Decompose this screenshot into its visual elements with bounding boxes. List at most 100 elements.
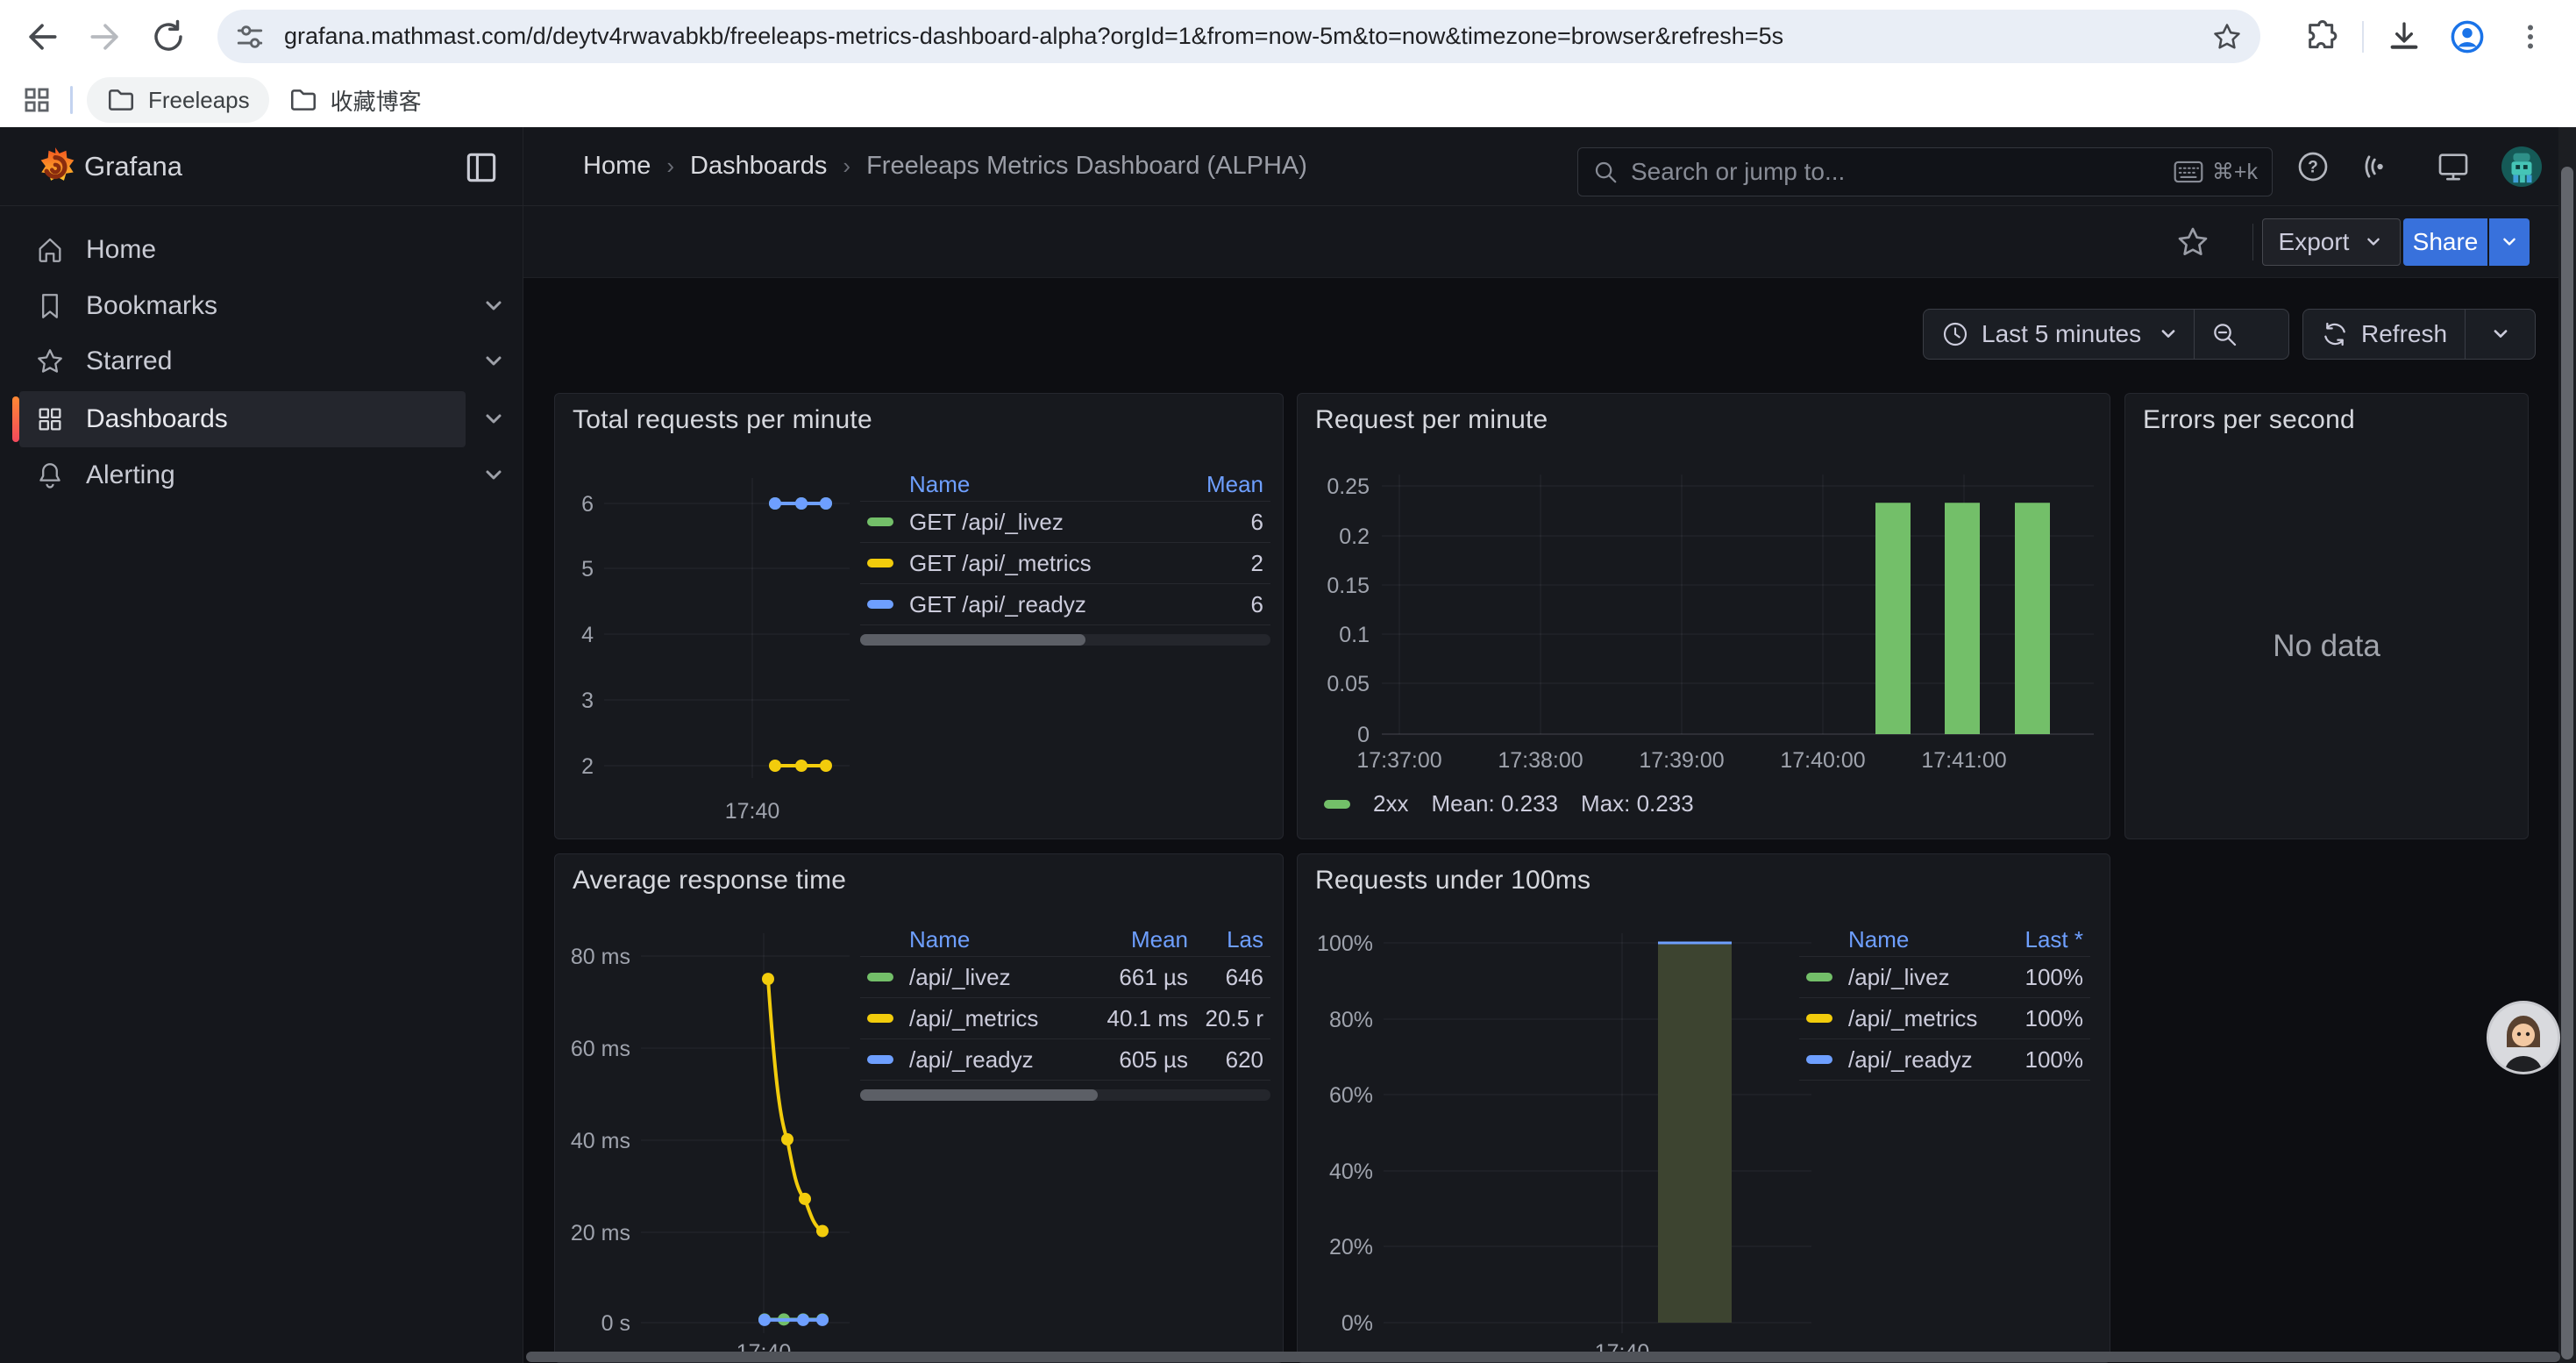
site-settings-icon[interactable] [235,22,265,52]
search-input[interactable]: Search or jump to... ⌘+k [1577,147,2273,196]
avatar-image [2501,146,2542,187]
star-icon [38,349,62,373]
sidebar-item-bookmarks[interactable]: Bookmarks [19,278,466,334]
series-name[interactable]: /api/_metrics [909,1004,1039,1031]
chevron-down-icon[interactable] [480,406,507,432]
help-button[interactable]: ? [2293,146,2333,187]
sidebar-item-dashboards[interactable]: Dashboards [12,391,466,447]
series-name[interactable]: GET /api/_livez [909,508,1064,535]
breadcrumb-home[interactable]: Home [583,152,651,180]
url-bar[interactable]: grafana.mathmast.com/d/deytv4rwavabkb/fr… [217,10,2260,63]
panel-errors-per-second[interactable]: Errors per second No data [2124,393,2529,839]
legend-table-row[interactable]: /api/_livez 100% [1799,956,2090,997]
sidebar-item-starred[interactable]: Starred [19,333,466,389]
legend-table-row[interactable]: /api/_readyz 100% [1799,1038,2090,1080]
profile-button[interactable] [2436,5,2499,68]
share-button[interactable]: Share [2403,218,2487,266]
series-name[interactable]: /api/_livez [1848,963,1950,990]
series-color-pill [867,517,893,526]
panel-request-per-minute[interactable]: Request per minute 0.25 0.2 0.15 0.1 0.05 0 17… [1297,393,2110,839]
legend-table-row[interactable]: GET /api/_metrics 2 [860,542,1270,583]
reload-button[interactable] [137,5,200,68]
panel-requests-under-100ms[interactable]: Requests under 100ms 100% 80% 60% 40% 20% 0% 1… [1297,853,2110,1363]
brand-title[interactable]: Grafana [84,151,183,182]
panel-title[interactable]: Average response time [573,866,847,895]
legend-column-mean[interactable]: Mean [1206,470,1263,497]
share-dropdown-button[interactable] [2489,218,2530,266]
panel-title[interactable]: Requests under 100ms [1315,866,1591,895]
svg-text:17:41:00: 17:41:00 [1921,748,2006,773]
legend-column-mean[interactable]: Mean [1130,925,1188,953]
bookmark-item-blogs[interactable]: 收藏博客 [269,77,441,123]
sidebar-item-home[interactable]: Home [19,222,466,278]
panel-total-requests-per-minute[interactable]: Total requests per minute 6 5 4 3 2 17:40 Nam… [554,393,1284,839]
legend-scrollbar-thumb[interactable] [860,634,1086,646]
dashboard-actions-bar: Export Share [523,206,2576,278]
legend-table-row[interactable]: /api/_metrics 100% [1799,997,2090,1038]
legend-column-las[interactable]: Las [1227,925,1263,953]
panel-average-response-time[interactable]: Average response time 80 ms 60 ms 40 ms 20 … [554,853,1284,1363]
series-name[interactable]: /api/_metrics [1848,1004,1978,1031]
floating-assistant-avatar[interactable] [2487,1001,2560,1074]
legend-table-row[interactable]: GET /api/_readyz 6 [860,583,1270,624]
legend-table-row[interactable]: /api/_livez 661 µs 646 [860,956,1270,997]
url-text[interactable]: grafana.mathmast.com/d/deytv4rwavabkb/fr… [284,23,1784,49]
svg-text:80 ms: 80 ms [571,945,630,969]
refresh-picker[interactable]: Refresh [2302,309,2536,360]
star-dashboard-icon[interactable] [2175,225,2210,260]
news-button[interactable] [2359,146,2399,187]
back-button[interactable] [11,5,74,68]
refresh-interval-dropdown[interactable] [2466,323,2535,346]
legend-column-name[interactable]: Name [909,470,971,497]
svg-text:17:39:00: 17:39:00 [1639,748,1724,773]
series-name[interactable]: /api/_readyz [1848,1045,1973,1073]
legend-scrollbar-thumb[interactable] [860,1089,1099,1101]
legend-scrollbar[interactable] [860,1089,1270,1101]
legend-table-row[interactable]: GET /api/_livez 6 [860,501,1270,542]
legend-scrollbar[interactable] [860,634,1270,646]
legend-series-name[interactable]: 2xx [1373,790,1409,817]
legend-column-last[interactable]: Last * [2025,925,2084,953]
panel-title[interactable]: Request per minute [1315,405,1548,434]
series-name[interactable]: GET /api/_readyz [909,590,1086,617]
export-button[interactable]: Export [2262,218,2401,266]
sidebar-item-label: Dashboards [86,404,228,433]
search-shortcut: ⌘+k [2174,159,2258,185]
chevron-down-icon[interactable] [480,348,507,375]
sidebar-item-alerting[interactable]: Alerting [19,447,466,503]
menu-button[interactable] [2499,5,2562,68]
series-name[interactable]: GET /api/_metrics [909,549,1092,576]
legend-table: Name Mean GET /api/_livez 6 GET /api/_metric… [860,467,1270,646]
bookmark-item-freeleaps[interactable]: Freeleaps [87,77,269,123]
display-button[interactable] [2433,146,2473,187]
group-divider [2465,310,2466,359]
panel-title[interactable]: Errors per second [2143,405,2355,434]
legend-column-name[interactable]: Name [1848,925,1910,953]
download-button[interactable] [2373,5,2436,68]
panel-title[interactable]: Total requests per minute [573,405,872,434]
horizontal-scrollbar[interactable] [526,1352,2560,1362]
sidebar-item-label: Home [86,235,157,264]
vertical-scrollbar[interactable] [2561,167,2573,1359]
legend-table-row[interactable]: /api/_readyz 605 µs 620 [860,1038,1270,1080]
legend-column-name[interactable]: Name [909,925,971,953]
chevron-down-icon[interactable] [480,293,507,319]
user-avatar[interactable] [2501,146,2542,187]
legend-table-row[interactable]: /api/_metrics 40.1 ms 20.5 r [860,997,1270,1038]
svg-text:2: 2 [581,754,594,779]
chart-legend[interactable]: 2xx Mean: 0.233 Max: 0.233 [1324,790,1694,817]
sidebar-toggle-icon[interactable] [462,148,501,187]
series-name[interactable]: /api/_livez [909,963,1011,990]
grafana-logo[interactable] [33,145,77,190]
chevron-down-icon[interactable] [480,462,507,489]
breadcrumb-dashboards[interactable]: Dashboards [690,152,828,180]
bookmark-star-icon[interactable] [2211,21,2243,53]
zoom-out-button[interactable] [2195,320,2254,348]
series-name[interactable]: /api/_readyz [909,1045,1034,1073]
apps-grid-button[interactable] [12,75,61,125]
sidebar-item-label: Bookmarks [86,291,218,320]
forward-button[interactable] [74,5,137,68]
time-range-picker[interactable]: Last 5 minutes [1923,309,2289,360]
extensions-button[interactable] [2290,5,2353,68]
